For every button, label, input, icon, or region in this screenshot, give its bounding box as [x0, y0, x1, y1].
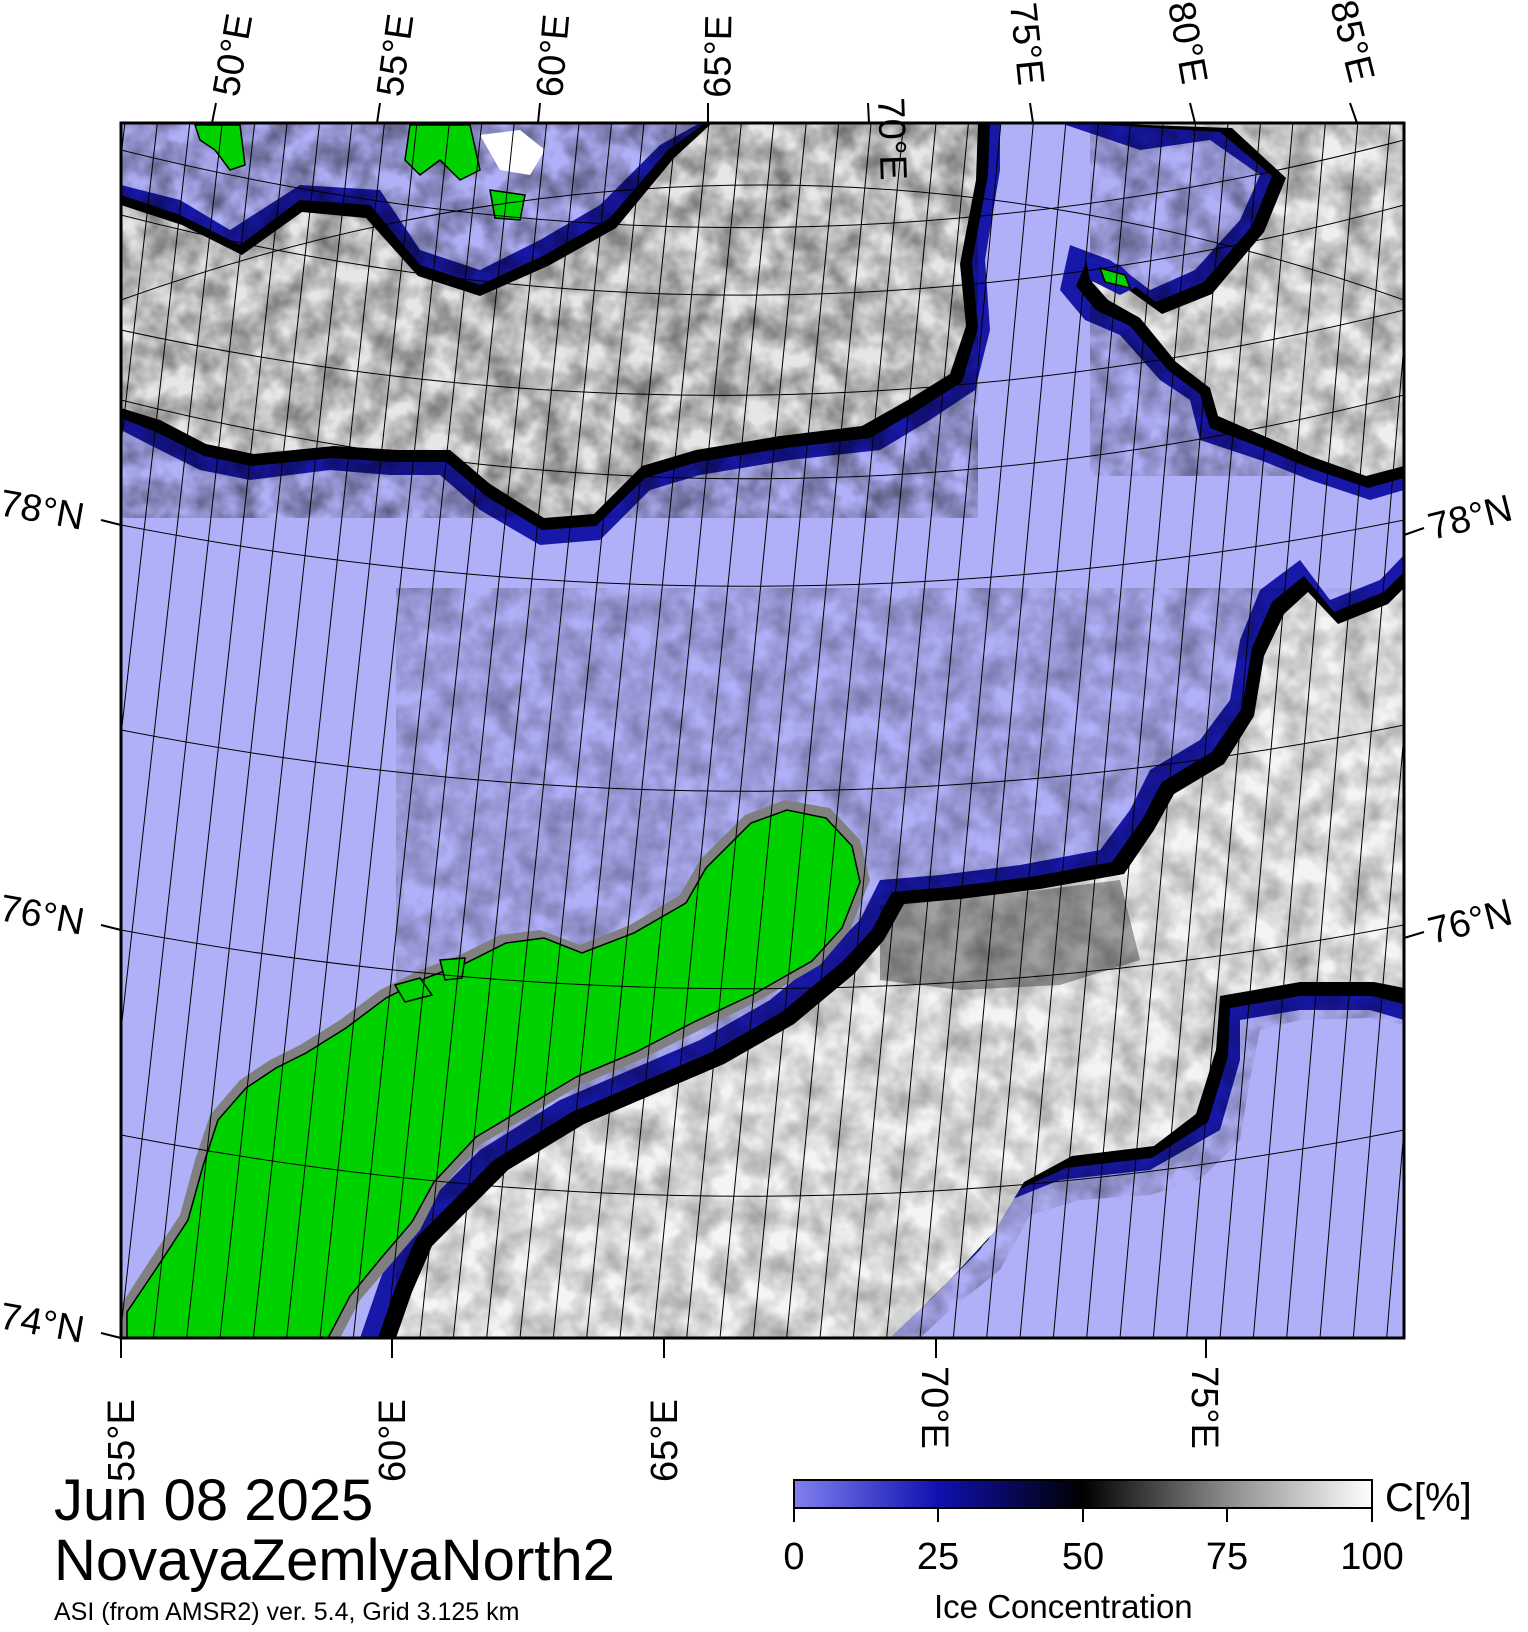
top-lon-label: 70°E	[869, 97, 914, 181]
bottom-lon-label: 75°E	[1183, 1366, 1225, 1449]
colorbar-tick-label: 25	[916, 1536, 960, 1578]
meridian-line	[319, 123, 450, 1338]
bottom-lon-label: 60°E	[372, 1399, 414, 1482]
meridian-line	[752, 123, 872, 1338]
meridian-line	[352, 123, 483, 1338]
meridian-line	[219, 123, 353, 1338]
meridian-line	[121, 123, 158, 449]
meridian-line	[1352, 727, 1404, 1338]
colorbar-ticks	[793, 1508, 1373, 1522]
meridian-line	[1119, 123, 1229, 1338]
top-lon-label: 75°E	[1001, 1, 1051, 88]
colorbar-unit: C[%]	[1385, 1476, 1472, 1520]
right-latitude-labels: 78°N 76°N	[1424, 487, 1517, 952]
meridian-line	[986, 123, 1099, 1338]
meridian-line	[686, 123, 807, 1338]
meridian-line	[121, 123, 126, 162]
meridian-line	[886, 123, 1002, 1338]
northeastern-ice-field	[1060, 123, 1404, 500]
meridian-line	[1186, 123, 1294, 1338]
colorbar	[793, 1479, 1373, 1522]
colorbar-tick-label: 50	[1061, 1536, 1105, 1578]
meridian-line	[1019, 123, 1132, 1338]
bottom-lon-label: 65°E	[644, 1399, 686, 1482]
meridian-line	[286, 123, 418, 1338]
latitude-lines	[121, 139, 1404, 1197]
kara-sea-ice	[360, 555, 1404, 1338]
meridian-line	[1420, 123, 1520, 1338]
bottom-lon-label: 55°E	[101, 1399, 143, 1482]
meridian-line	[1252, 123, 1359, 1338]
right-lat-label: 76°N	[1424, 891, 1517, 952]
top-lon-label: 65°E	[697, 15, 740, 99]
left-lat-label: 74°N	[0, 1296, 87, 1352]
meridian-line	[186, 123, 321, 1338]
meridian-line	[619, 123, 742, 1338]
map-frame	[119, 121, 1406, 1340]
meridian-line	[852, 123, 969, 1338]
colorbar-tick-label: 75	[1205, 1536, 1249, 1578]
top-lon-label: 55°E	[369, 11, 422, 99]
meridian-line	[152, 123, 288, 1338]
top-lon-label: 60°E	[529, 13, 578, 99]
meridian-line	[486, 123, 613, 1338]
franz-josef-land	[193, 124, 545, 221]
meridian-line	[919, 123, 1034, 1338]
colorbar-title: Ice Concentration	[934, 1588, 1193, 1625]
meridian-line	[1219, 123, 1326, 1338]
right-lat-label: 78°N	[1424, 487, 1517, 548]
meridian-line	[121, 123, 256, 1334]
map-date: Jun 08 2025	[54, 1468, 374, 1533]
top-lon-label: 50°E	[206, 11, 262, 100]
meridian-line	[419, 123, 548, 1338]
data-source: ASI (from AMSR2) ver. 5.4, Grid 3.125 km	[54, 1598, 520, 1626]
meridian-line	[121, 123, 223, 1035]
meridian-line	[252, 123, 385, 1338]
meridian-line	[1286, 123, 1391, 1338]
meridian-line	[586, 123, 710, 1338]
meridian-line	[719, 123, 840, 1338]
meridian-line	[1086, 123, 1197, 1338]
colorbar-tick-label: 100	[1340, 1536, 1404, 1578]
meridian-line	[1319, 337, 1404, 1338]
top-lon-label: 85°E	[1321, 0, 1382, 87]
top-lon-label: 80°E	[1159, 0, 1215, 87]
colorbar-ramp	[793, 1479, 1373, 1509]
meridian-line	[952, 123, 1067, 1338]
left-lat-label: 76°N	[0, 888, 87, 944]
meridian-line	[452, 123, 580, 1338]
meridian-line	[819, 123, 937, 1338]
left-latitude-labels: 78°N 76°N 74°N	[0, 483, 87, 1352]
meridian-line	[0, 123, 92, 1338]
novaya-zemlya	[121, 800, 870, 1338]
meridian-line	[386, 123, 515, 1338]
meridian-line	[652, 123, 775, 1338]
meridian-line	[0, 123, 60, 1338]
longitude-lines	[0, 123, 1520, 1338]
meridian-line	[1152, 123, 1261, 1338]
meridian-line	[1052, 123, 1164, 1338]
left-lat-label: 78°N	[0, 483, 87, 539]
colorbar-tick-label: 0	[783, 1536, 805, 1578]
axis-ticks	[100, 102, 1425, 1358]
bottom-longitude-labels: 55°E 60°E 65°E 70°E 75°E	[101, 1366, 1225, 1482]
region-name: NovayaZemlyaNorth2	[54, 1528, 615, 1593]
bottom-lon-label: 70°E	[913, 1366, 955, 1449]
meridian-line	[552, 123, 677, 1338]
meridian-line	[786, 123, 905, 1338]
meridian-line	[519, 123, 645, 1338]
